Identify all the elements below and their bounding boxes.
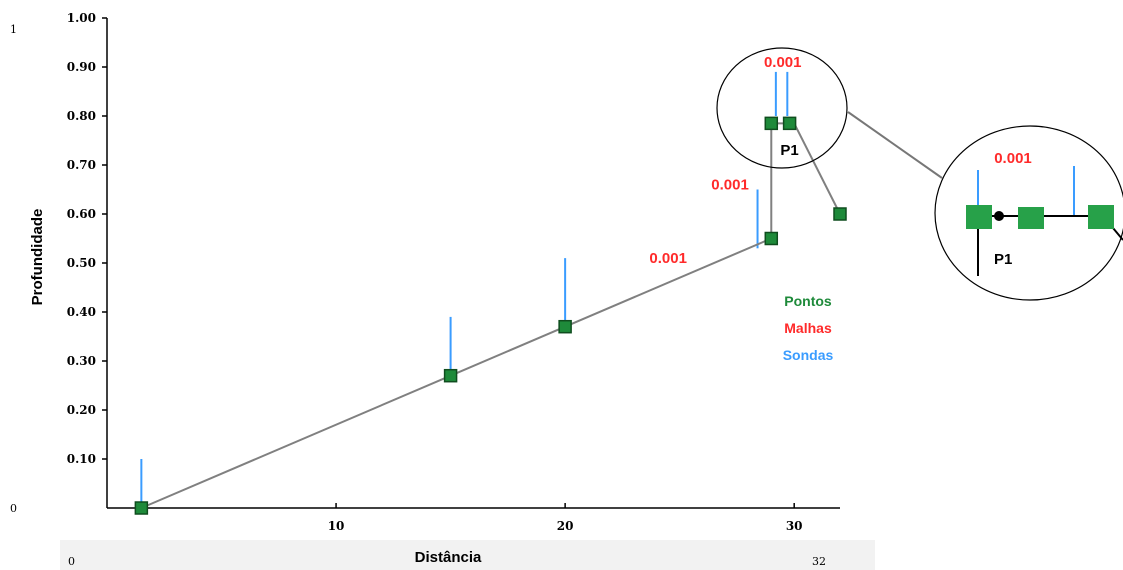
legend: Pontos Malhas Sondas: [783, 293, 834, 363]
x-tick-label: 30: [786, 519, 803, 533]
axes: [106, 18, 840, 509]
zoom-inset-point-1: [966, 205, 992, 229]
x-axis-label-band: [60, 540, 875, 570]
mesh-label: 0.001: [649, 250, 687, 267]
point-label-p1: P1: [780, 142, 798, 159]
zoom-inset-point-label: P1: [994, 251, 1012, 268]
data-point: [764, 231, 779, 246]
data-point: [134, 501, 149, 515]
legend-item-pontos: Pontos: [784, 293, 832, 309]
y-tick-label: 1.00: [67, 11, 96, 25]
corner-label-y-top: 1: [10, 23, 17, 36]
legend-item-sondas: Sondas: [783, 347, 834, 363]
mesh-label: 0.001: [764, 54, 802, 71]
y-tick-label: 0.80: [67, 109, 96, 123]
x-axis-title: Distância: [415, 549, 482, 566]
y-tick-label: 0.40: [67, 305, 96, 319]
y-tick-label: 0.10: [67, 452, 96, 466]
y-tick-label: 0.20: [67, 403, 96, 417]
data-point: [443, 368, 458, 383]
probe-lines: [140, 71, 789, 508]
y-tick-label: 0.50: [67, 256, 96, 270]
data-point: [764, 116, 779, 131]
y-tick-label: 0.90: [67, 60, 96, 74]
zoom-inset-mesh-label: 0.001: [994, 150, 1032, 167]
x-ticks: 10 20 30: [328, 503, 803, 533]
data-point: [833, 207, 847, 221]
corner-label-y-bottom: 0: [10, 502, 17, 515]
zoom-connector-line: [847, 111, 943, 179]
zoom-source-circle: [716, 47, 848, 169]
y-ticks: 0.10 0.20 0.30 0.40 0.50 0.60 0.70 0.80 0.90 1.00: [67, 11, 107, 466]
points-layer: [134, 116, 847, 515]
x-tick-label: 10: [328, 519, 345, 533]
corner-label-x-left: 0: [68, 555, 75, 568]
y-tick-label: 0.30: [67, 354, 96, 368]
zoom-inset: 0.001 P1: [934, 125, 1123, 301]
zoom-inset-point-2: [1018, 207, 1044, 229]
mesh-labels: 0.001 0.001 0.001: [649, 54, 801, 267]
legend-item-malhas: Malhas: [784, 320, 832, 336]
x-tick-label: 20: [557, 519, 574, 533]
zoom-inset-p1-marker: [994, 211, 1004, 221]
mesh-label: 0.001: [711, 177, 749, 194]
y-axis-title: Profundidade: [29, 209, 46, 306]
y-tick-label: 0.70: [67, 158, 96, 172]
zoom-inset-point-3: [1088, 205, 1114, 229]
data-point: [782, 116, 797, 131]
data-point: [558, 319, 572, 334]
y-tick-label: 0.60: [67, 207, 96, 221]
corner-label-x-right: 32: [812, 555, 826, 568]
